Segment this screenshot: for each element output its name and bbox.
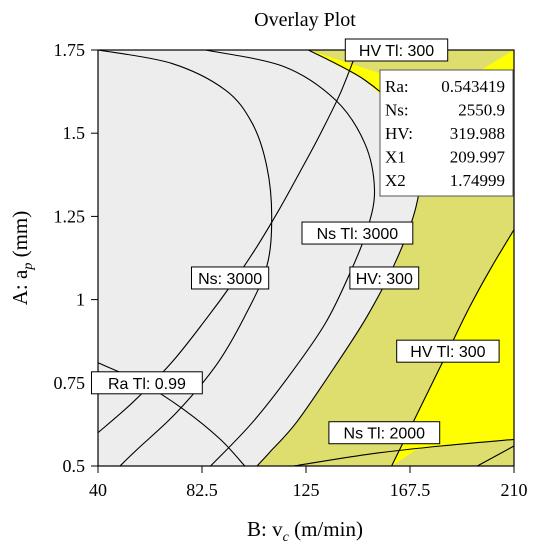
contour-line — [98, 50, 273, 466]
contour-label: Ns Tl: 3000 — [301, 221, 414, 245]
y-axis-label-subscript: p — [21, 263, 36, 271]
flag-box-frame — [379, 69, 514, 197]
x-axis-label-text: B: v — [247, 517, 283, 541]
contour-line — [293, 438, 514, 466]
y-axis-label-text: A: a — [8, 269, 32, 305]
y-axis-ticks: 0.5 0.75 1 1.25 1.5 1.75 — [54, 40, 98, 476]
flag-box: Ra: 0.543419 Ns: 2550.9 HV: 319.988 X1 209.997 X… — [379, 69, 514, 197]
contour-label-box — [344, 38, 449, 62]
x-tick-label: 125 — [293, 480, 320, 500]
flag-value: 0.543419 — [441, 77, 505, 96]
contour-label-box — [91, 371, 203, 395]
y-axis-label: A: ap (mm) — [8, 211, 36, 305]
flag-key: Ns: — [385, 101, 409, 120]
flag-key: HV: — [385, 124, 413, 143]
contour-label-text: HV: 300 — [356, 271, 413, 288]
flag-key: Ra: — [385, 77, 409, 96]
contour-label-box — [301, 221, 414, 245]
contour-label-text: Ns Tl: 3000 — [317, 226, 399, 243]
y-tick-label: 1.75 — [54, 40, 86, 60]
chart-title: Overlay Plot — [254, 9, 356, 31]
flag-key: X2 — [385, 171, 406, 190]
x-axis-label-subscript: c — [283, 530, 290, 545]
y-tick-label: 1 — [76, 290, 85, 310]
flag-value: 209.997 — [450, 148, 506, 167]
contour-label: Ra Tl: 0.99 — [91, 371, 203, 395]
contour-label: HV: 300 — [349, 266, 420, 290]
contour-label-text: Ns: 3000 — [198, 271, 262, 288]
x-tick-label: 82.5 — [186, 480, 218, 500]
y-tick-label: 0.5 — [63, 456, 86, 476]
contour-label-text: HV Tl: 300 — [410, 344, 485, 361]
flag-key: X1 — [385, 148, 406, 167]
flag-value: 1.74999 — [450, 171, 505, 190]
x-tick-label: 210 — [501, 480, 528, 500]
contour-label: Ns: 3000 — [191, 266, 270, 290]
contour-labels: Ns: 3000 Ns Tl: 3000 HV: 300 HV Tl: 300 Ns T… — [91, 38, 500, 445]
flag-value: 319.988 — [450, 124, 505, 143]
contour-label-box — [191, 266, 270, 290]
flag-value: 2550.9 — [458, 101, 505, 120]
y-tick-label: 1.25 — [54, 206, 86, 226]
x-axis-label: B: vc (m/min) — [247, 517, 363, 545]
contour-label-text: Ra Tl: 0.99 — [108, 376, 186, 393]
x-axis-label-unit: (m/min) — [289, 517, 363, 541]
y-tick-label: 0.75 — [54, 373, 86, 393]
contour-label: HV Tl: 300 — [344, 38, 449, 62]
x-tick-label: 40 — [89, 480, 107, 500]
y-tick-label: 1.5 — [63, 123, 86, 143]
x-axis-ticks: 40 82.5 125 167.5 210 — [89, 466, 528, 500]
contour-label: HV Tl: 300 — [396, 339, 500, 363]
contour-label: Ns Tl: 2000 — [328, 421, 441, 445]
y-axis-label-unit: (mm) — [8, 211, 32, 263]
contour-label-text: Ns Tl: 2000 — [344, 426, 426, 443]
x-tick-label: 167.5 — [390, 480, 431, 500]
contour-line — [477, 445, 514, 466]
contour-label-text: HV Tl: 300 — [359, 43, 434, 60]
contour-label-box — [396, 339, 500, 363]
contour-label-box — [328, 421, 441, 445]
contour-label-box — [349, 266, 420, 290]
